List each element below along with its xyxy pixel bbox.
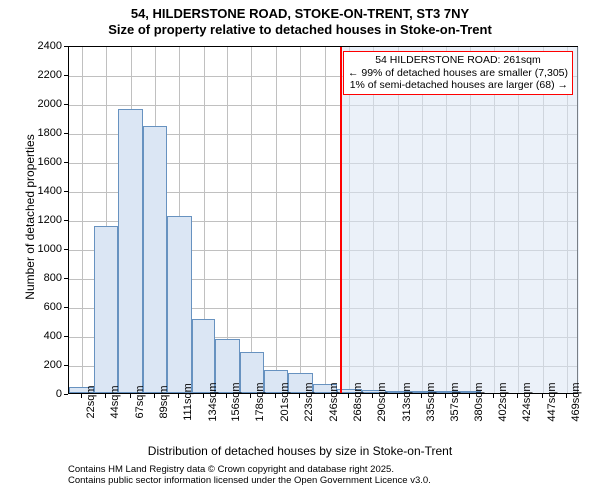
xtick — [299, 394, 300, 398]
ytick-label: 2200 — [28, 69, 62, 81]
ytick-label: 200 — [28, 359, 62, 371]
ytick-label: 1800 — [28, 127, 62, 139]
xtick — [517, 394, 518, 398]
xtick — [178, 394, 179, 398]
xtick-label: 380sqm — [473, 382, 485, 421]
annotation-line1: 54 HILDERSTONE ROAD: 261sqm — [348, 54, 568, 67]
ytick-label: 1200 — [28, 214, 62, 226]
xtick — [445, 394, 446, 398]
plot-area: 54 HILDERSTONE ROAD: 261sqm← 99% of deta… — [68, 46, 578, 394]
xtick — [105, 394, 106, 398]
xtick — [421, 394, 422, 398]
xtick — [493, 394, 494, 398]
shade-region — [341, 47, 579, 393]
annotation-line2: ← 99% of detached houses are smaller (7,… — [348, 67, 568, 80]
xtick-label: 201sqm — [279, 382, 291, 421]
x-axis-label: Distribution of detached houses by size … — [0, 444, 600, 458]
xtick-label: 134sqm — [207, 382, 219, 421]
xtick — [250, 394, 251, 398]
xtick-label: 156sqm — [230, 382, 242, 421]
ytick-label: 1600 — [28, 156, 62, 168]
ytick — [64, 394, 68, 395]
ytick — [64, 278, 68, 279]
ytick-label: 1000 — [28, 243, 62, 255]
xtick-label: 335sqm — [425, 382, 437, 421]
xtick-label: 22sqm — [85, 385, 97, 418]
gridline-v — [276, 47, 277, 393]
ytick-label: 0 — [28, 388, 62, 400]
xtick — [542, 394, 543, 398]
ytick — [64, 249, 68, 250]
xtick-label: 89sqm — [158, 385, 170, 418]
title-line1: 54, HILDERSTONE ROAD, STOKE-ON-TRENT, ST… — [0, 6, 600, 22]
xtick — [348, 394, 349, 398]
xtick-label: 447sqm — [546, 382, 558, 421]
xtick — [130, 394, 131, 398]
gridline-v — [300, 47, 301, 393]
xtick — [469, 394, 470, 398]
xtick — [226, 394, 227, 398]
xtick-label: 402sqm — [497, 382, 509, 421]
ytick-label: 400 — [28, 330, 62, 342]
ytick-label: 2400 — [28, 40, 62, 52]
xtick — [372, 394, 373, 398]
footnote-line1: Contains HM Land Registry data © Crown c… — [68, 464, 431, 475]
ytick-label: 1400 — [28, 185, 62, 197]
annotation-box: 54 HILDERSTONE ROAD: 261sqm← 99% of deta… — [343, 51, 573, 95]
xtick — [397, 394, 398, 398]
gridline-v — [325, 47, 326, 393]
histogram-bar — [167, 216, 192, 393]
xtick-label: 469sqm — [570, 382, 582, 421]
annotation-line3: 1% of semi-detached houses are larger (6… — [348, 79, 568, 92]
ytick — [64, 162, 68, 163]
gridline-v — [82, 47, 83, 393]
ytick — [64, 75, 68, 76]
ytick-label: 2000 — [28, 98, 62, 110]
xtick-label: 313sqm — [401, 382, 413, 421]
histogram-bar — [118, 109, 143, 393]
xtick-label: 223sqm — [303, 382, 315, 421]
ytick — [64, 336, 68, 337]
footnote: Contains HM Land Registry data © Crown c… — [68, 464, 431, 487]
xtick — [154, 394, 155, 398]
xtick-label: 178sqm — [254, 382, 266, 421]
histogram-bar — [94, 226, 118, 393]
xtick-label: 424sqm — [521, 382, 533, 421]
xtick-label: 67sqm — [134, 385, 146, 418]
xtick-label: 268sqm — [352, 382, 364, 421]
xtick-label: 246sqm — [328, 382, 340, 421]
xtick — [81, 394, 82, 398]
ytick — [64, 191, 68, 192]
xtick — [566, 394, 567, 398]
xtick-label: 111sqm — [182, 383, 194, 421]
gridline-v — [251, 47, 252, 393]
ytick — [64, 365, 68, 366]
ytick-label: 800 — [28, 272, 62, 284]
ytick — [64, 307, 68, 308]
xtick-label: 44sqm — [109, 385, 121, 418]
title-line2: Size of property relative to detached ho… — [0, 22, 600, 38]
xtick-label: 357sqm — [449, 382, 461, 421]
ytick — [64, 104, 68, 105]
chart-title: 54, HILDERSTONE ROAD, STOKE-ON-TRENT, ST… — [0, 6, 600, 39]
ytick — [64, 220, 68, 221]
xtick-label: 290sqm — [376, 382, 388, 421]
ytick — [64, 46, 68, 47]
ytick-label: 600 — [28, 301, 62, 313]
marker-line — [340, 47, 342, 393]
xtick — [275, 394, 276, 398]
xtick — [324, 394, 325, 398]
ytick — [64, 133, 68, 134]
xtick — [203, 394, 204, 398]
footnote-line2: Contains public sector information licen… — [68, 475, 431, 486]
histogram-bar — [143, 126, 167, 393]
